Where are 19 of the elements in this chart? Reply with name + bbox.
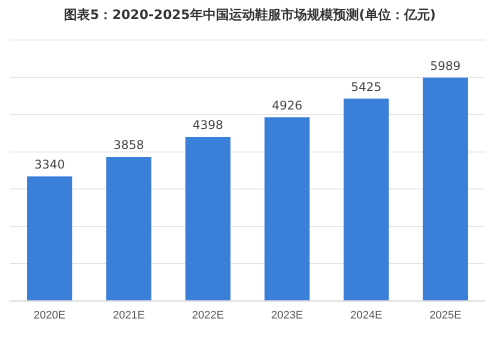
- data-label: 3858: [113, 138, 144, 152]
- data-label: 5989: [430, 58, 461, 73]
- data-label: 3340: [34, 157, 65, 172]
- bar: [264, 117, 310, 300]
- x-tick-label: 2022E: [192, 309, 224, 322]
- chart-title: 图表5：2020-2025年中国运动鞋服市场规模预测(单位：亿元): [63, 6, 437, 25]
- bar: [422, 78, 468, 300]
- x-tick-label: 2023E: [271, 309, 303, 322]
- x-tick-label: 2025E: [430, 309, 462, 322]
- x-tick-label: 2024E: [350, 309, 382, 322]
- data-label: 4398: [192, 118, 224, 132]
- data-label: 4926: [272, 98, 302, 112]
- bar: [185, 136, 230, 300]
- bar: [27, 176, 72, 300]
- bar: [344, 98, 389, 300]
- bar: [106, 157, 152, 300]
- data-label: 5425: [350, 80, 382, 94]
- x-tick-label: 2020E: [34, 309, 66, 322]
- x-tick-label: 2021E: [112, 309, 145, 322]
